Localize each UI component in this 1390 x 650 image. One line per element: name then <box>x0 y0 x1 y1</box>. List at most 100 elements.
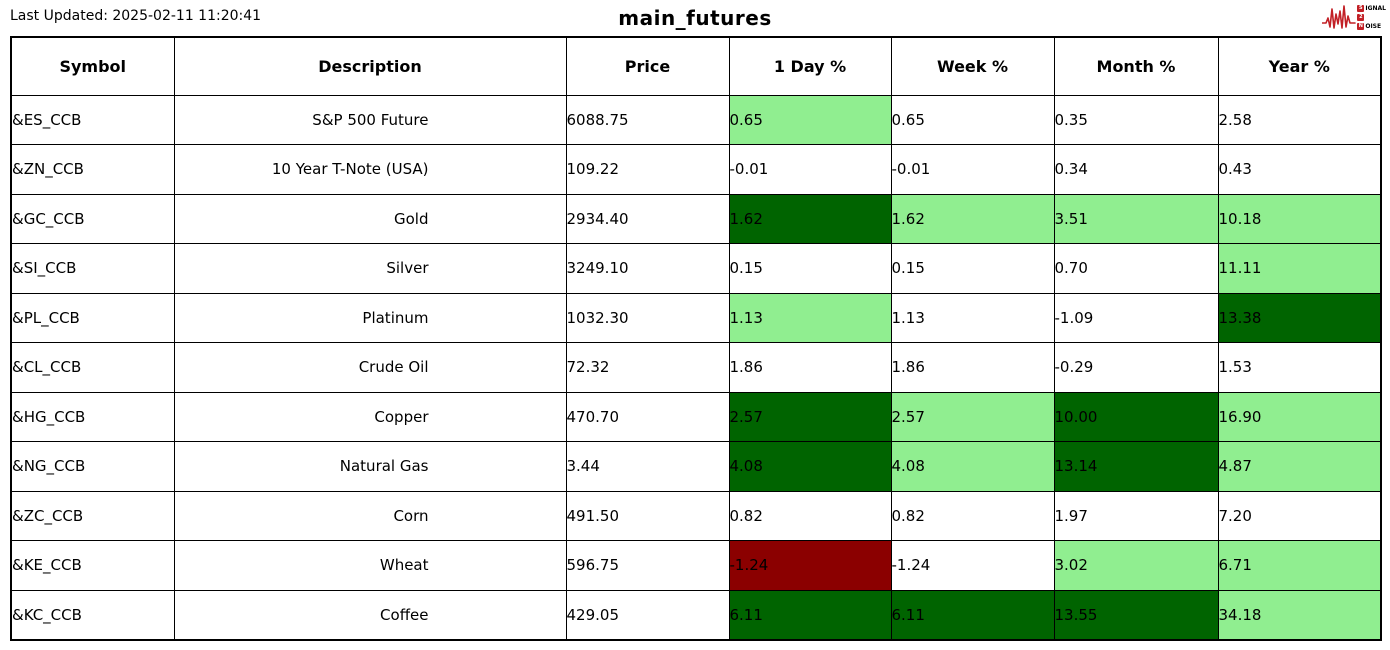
price-cell: 596.75 <box>565 540 730 591</box>
week-pct-cell: 1.86 <box>890 342 1055 393</box>
table-row: &KE_CCB Wheat 596.75 -1.24 -1.24 3.02 6.71 <box>10 540 1382 591</box>
header-row: Symbol Description Price 1 Day % Week % … <box>10 36 1382 96</box>
month-pct-cell: 0.34 <box>1053 144 1219 195</box>
signal-2-noise-logo: S IGNAL 2 N OISE <box>1322 2 1386 32</box>
month-pct-cell: 13.14 <box>1053 441 1219 492</box>
description-cell: Corn <box>173 490 567 541</box>
logo-letter-box-2: 2 <box>1357 13 1365 21</box>
week-pct-cell: 4.08 <box>890 441 1055 492</box>
month-pct-cell: 13.55 <box>1053 589 1219 640</box>
logo-line-noise: N OISE <box>1357 22 1386 30</box>
month-pct-cell: 1.97 <box>1053 490 1219 541</box>
last-updated-text: Last Updated: 2025-02-11 11:20:41 <box>10 8 262 24</box>
day-pct-cell: 1.62 <box>728 193 892 244</box>
day-pct-cell: -1.24 <box>728 540 892 591</box>
symbol-cell: &SI_CCB <box>10 243 175 294</box>
year-pct-cell: 13.38 <box>1217 292 1382 343</box>
price-cell: 3249.10 <box>565 243 730 294</box>
column-header-symbol: Symbol <box>10 36 175 96</box>
table-row: &ZN_CCB 10 Year T-Note (USA) 109.22 -0.01 -0… <box>10 144 1382 195</box>
column-header-year-pct: Year % <box>1217 36 1382 96</box>
week-pct-cell: 1.13 <box>890 292 1055 343</box>
table-row: &ES_CCB S&P 500 Future 6088.75 0.65 0.65 0.35… <box>10 94 1382 145</box>
description-cell: Crude Oil <box>173 342 567 393</box>
month-pct-cell: -1.09 <box>1053 292 1219 343</box>
price-cell: 6088.75 <box>565 94 730 145</box>
year-pct-cell: 4.87 <box>1217 441 1382 492</box>
description-cell: Platinum <box>173 292 567 343</box>
symbol-cell: &KE_CCB <box>10 540 175 591</box>
top-bar: Last Updated: 2025-02-11 11:20:41 main_f… <box>0 0 1390 36</box>
column-header-price: Price <box>565 36 730 96</box>
symbol-cell: &NG_CCB <box>10 441 175 492</box>
week-pct-cell: 0.82 <box>890 490 1055 541</box>
day-pct-cell: 1.13 <box>728 292 892 343</box>
year-pct-cell: 16.90 <box>1217 391 1382 442</box>
logo-line-signal: S IGNAL <box>1357 4 1386 12</box>
symbol-cell: &CL_CCB <box>10 342 175 393</box>
day-pct-cell: 1.86 <box>728 342 892 393</box>
price-cell: 2934.40 <box>565 193 730 244</box>
symbol-cell: &PL_CCB <box>10 292 175 343</box>
week-pct-cell: 0.15 <box>890 243 1055 294</box>
description-cell: Coffee <box>173 589 567 640</box>
futures-table-body: &ES_CCB S&P 500 Future 6088.75 0.65 0.65 0.35… <box>10 94 1382 640</box>
description-cell: Copper <box>173 391 567 442</box>
year-pct-cell: 34.18 <box>1217 589 1382 640</box>
futures-table: Symbol Description Price 1 Day % Week % … <box>10 36 1382 641</box>
description-cell: Wheat <box>173 540 567 591</box>
futures-table-header: Symbol Description Price 1 Day % Week % … <box>10 36 1382 96</box>
table-row: &CL_CCB Crude Oil 72.32 1.86 1.86 -0.29 1.53 <box>10 342 1382 393</box>
symbol-cell: &HG_CCB <box>10 391 175 442</box>
table-row: &SI_CCB Silver 3249.10 0.15 0.15 0.70 11.11 <box>10 243 1382 294</box>
table-row: &GC_CCB Gold 2934.40 1.62 1.62 3.51 10.18 <box>10 193 1382 244</box>
week-pct-cell: 2.57 <box>890 391 1055 442</box>
week-pct-cell: 6.11 <box>890 589 1055 640</box>
table-row: &NG_CCB Natural Gas 3.44 4.08 4.08 13.14 4.87 <box>10 441 1382 492</box>
day-pct-cell: 0.65 <box>728 94 892 145</box>
month-pct-cell: 3.02 <box>1053 540 1219 591</box>
column-header-1-day-pct: 1 Day % <box>728 36 892 96</box>
description-cell: S&P 500 Future <box>173 94 567 145</box>
logo-letter-box-n: N <box>1357 22 1365 30</box>
year-pct-cell: 2.58 <box>1217 94 1382 145</box>
day-pct-cell: 4.08 <box>728 441 892 492</box>
table-row: &PL_CCB Platinum 1032.30 1.13 1.13 -1.09 13.38 <box>10 292 1382 343</box>
day-pct-cell: 0.82 <box>728 490 892 541</box>
day-pct-cell: 0.15 <box>728 243 892 294</box>
month-pct-cell: -0.29 <box>1053 342 1219 393</box>
month-pct-cell: 0.70 <box>1053 243 1219 294</box>
description-cell: 10 Year T-Note (USA) <box>173 144 567 195</box>
week-pct-cell: 0.65 <box>890 94 1055 145</box>
price-cell: 72.32 <box>565 342 730 393</box>
symbol-cell: &GC_CCB <box>10 193 175 244</box>
month-pct-cell: 3.51 <box>1053 193 1219 244</box>
price-cell: 3.44 <box>565 441 730 492</box>
logo-line-2: 2 <box>1357 13 1386 21</box>
day-pct-cell: 2.57 <box>728 391 892 442</box>
symbol-cell: &ZC_CCB <box>10 490 175 541</box>
ekg-waveform-icon <box>1322 5 1357 29</box>
year-pct-cell: 11.11 <box>1217 243 1382 294</box>
logo-text-ignal: IGNAL <box>1365 4 1386 12</box>
price-cell: 109.22 <box>565 144 730 195</box>
logo-letter-box-s: S <box>1357 4 1365 12</box>
table-row: &ZC_CCB Corn 491.50 0.82 0.82 1.97 7.20 <box>10 490 1382 541</box>
year-pct-cell: 1.53 <box>1217 342 1382 393</box>
column-header-month-pct: Month % <box>1053 36 1219 96</box>
year-pct-cell: 10.18 <box>1217 193 1382 244</box>
year-pct-cell: 7.20 <box>1217 490 1382 541</box>
symbol-cell: &KC_CCB <box>10 589 175 640</box>
column-header-week-pct: Week % <box>890 36 1055 96</box>
price-cell: 1032.30 <box>565 292 730 343</box>
logo-text: S IGNAL 2 N OISE <box>1357 4 1386 30</box>
week-pct-cell: 1.62 <box>890 193 1055 244</box>
year-pct-cell: 0.43 <box>1217 144 1382 195</box>
month-pct-cell: 10.00 <box>1053 391 1219 442</box>
week-pct-cell: -1.24 <box>890 540 1055 591</box>
column-header-description: Description <box>173 36 567 96</box>
symbol-cell: &ZN_CCB <box>10 144 175 195</box>
year-pct-cell: 6.71 <box>1217 540 1382 591</box>
description-cell: Silver <box>173 243 567 294</box>
description-cell: Natural Gas <box>173 441 567 492</box>
